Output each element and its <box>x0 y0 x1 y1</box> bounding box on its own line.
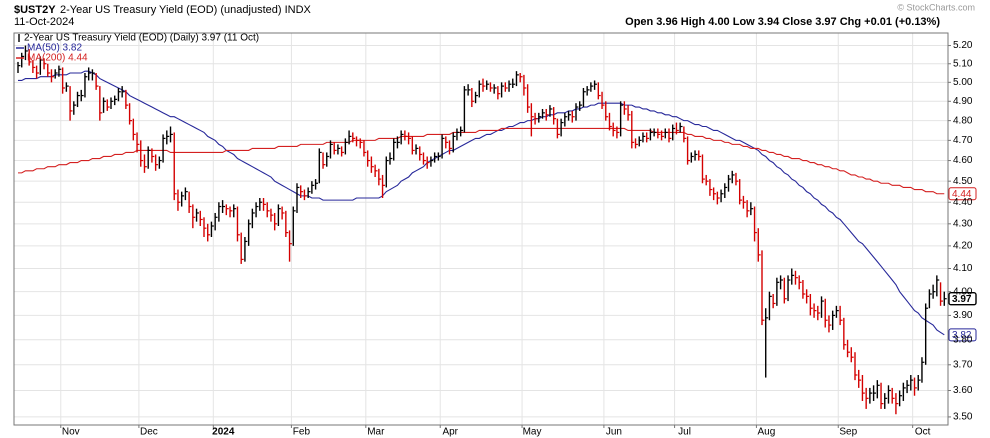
symbol: $UST2Y <box>14 4 56 16</box>
y-tick-label: 3.60 <box>953 385 973 396</box>
y-tick-label: 5.00 <box>953 77 973 88</box>
price-tag-box <box>948 187 977 201</box>
y-tick-label: 4.10 <box>953 263 973 274</box>
watermark: © StockCharts.com <box>897 2 975 12</box>
x-tick-label: Apr <box>442 427 458 438</box>
x-tick-label: Nov <box>62 427 80 438</box>
ma-lines <box>18 70 945 336</box>
ma-line <box>18 127 945 195</box>
x-tick-label: Jul <box>678 427 691 438</box>
y-tick-label: 3.70 <box>953 359 973 370</box>
y-tick-label: 4.90 <box>953 96 973 107</box>
ma-line <box>18 70 945 336</box>
x-tick-label: Aug <box>758 427 776 438</box>
y-tick-label: 5.10 <box>953 58 973 69</box>
legend-label: MA(50) 3.82 <box>27 43 82 54</box>
y-tick-label: 4.40 <box>953 197 973 208</box>
price-tag-box <box>948 292 977 306</box>
x-tick-label: Feb <box>293 427 311 438</box>
x-tick-label: Oct <box>915 427 931 438</box>
x-tick-label: Sep <box>839 427 857 438</box>
date: 11-Oct-2024 <box>14 16 74 28</box>
y-tick-label: 4.20 <box>953 241 973 252</box>
plot-frame <box>13 32 949 426</box>
price-tag: 4.44 <box>952 189 972 200</box>
y-tick-label: 4.70 <box>953 135 973 146</box>
y-tick-label: 4.60 <box>953 155 973 166</box>
x-tick-label: 2024 <box>212 427 235 438</box>
x-tick-label: Dec <box>140 427 158 438</box>
x-tick-label: May <box>523 427 542 438</box>
price-tags: 3.82 4.44 3.97 <box>948 187 977 342</box>
y-tick-label: 4.30 <box>953 218 973 229</box>
price-tag: 3.82 <box>952 330 972 341</box>
legend-label: 2-Year US Treasury Yield (EOD) (Daily) 3… <box>24 33 259 44</box>
y-tick-label: 4.00 <box>953 286 973 297</box>
quote: Open 3.96 High 4.00 Low 3.94 Close 3.97 … <box>625 16 940 28</box>
chart-title: 2-Year US Treasury Yield (EOD) (unadjust… <box>60 4 312 16</box>
y-tick-label: 5.20 <box>953 40 973 51</box>
price-tag-box <box>948 328 977 342</box>
y-tick-label: 3.50 <box>953 412 973 423</box>
y-tick-label: 4.80 <box>953 115 973 126</box>
y-tick-label: 3.80 <box>953 334 973 345</box>
x-tick-label: Jun <box>606 427 622 438</box>
y-tick-label: 4.50 <box>953 176 973 187</box>
x-tick-label: Mar <box>367 427 385 438</box>
legend-label: MA(200) 4.44 <box>27 53 88 64</box>
y-tick-label: 3.90 <box>953 310 973 321</box>
price-bars <box>17 45 947 415</box>
grid <box>14 33 951 428</box>
price-tag: 3.97 <box>952 294 972 305</box>
legend: 2-Year US Treasury Yield (EOD) (Daily) 3… <box>16 33 259 64</box>
